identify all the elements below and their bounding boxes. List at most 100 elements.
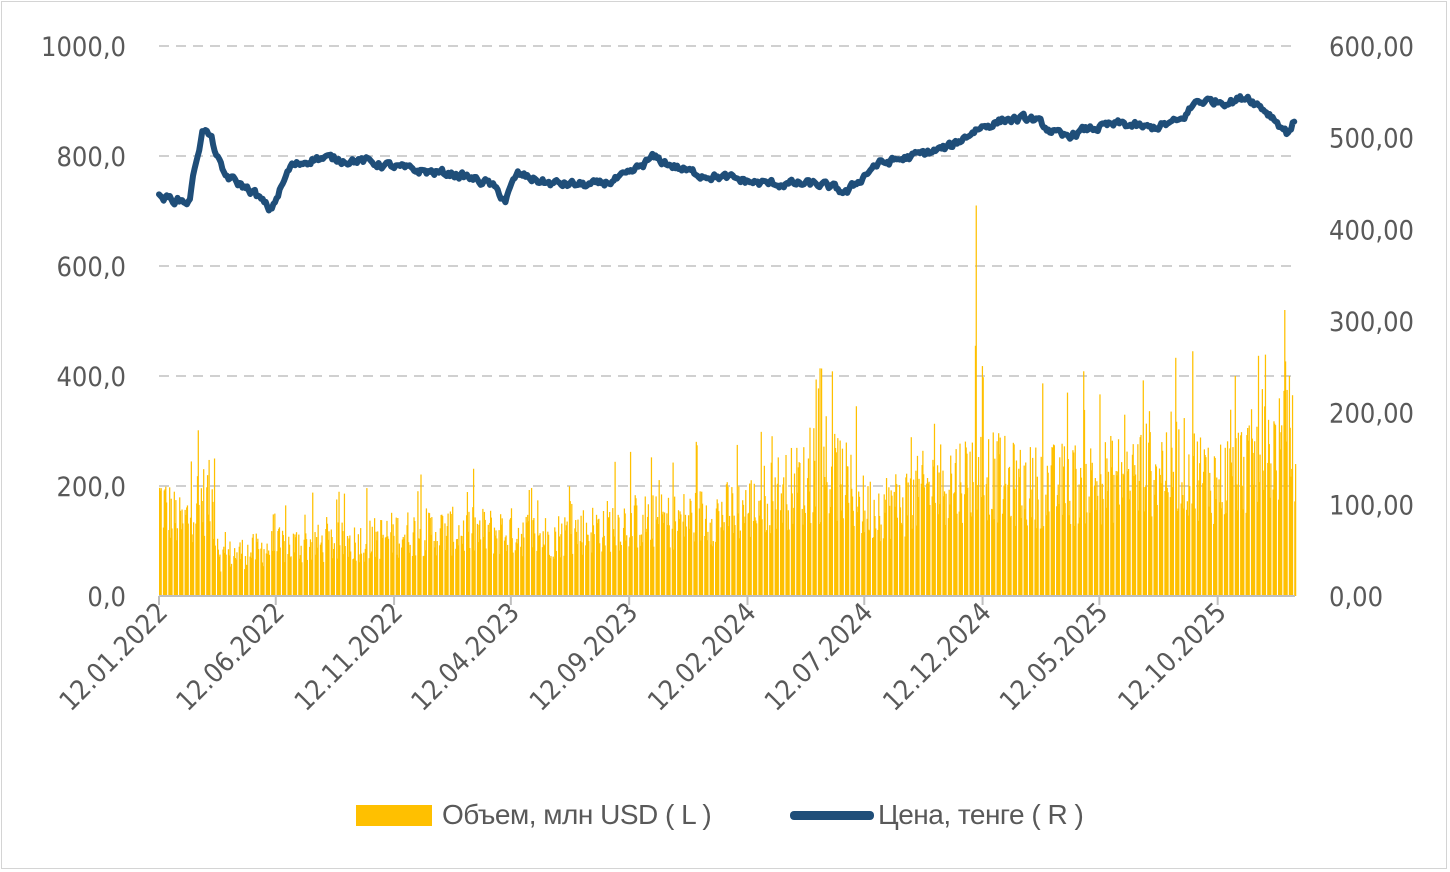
volume-bar	[575, 531, 578, 596]
volume-bar	[485, 548, 487, 596]
volume-bar	[889, 505, 891, 596]
volume-bar	[366, 488, 368, 596]
volume-bar	[1288, 376, 1291, 596]
volume-bar	[987, 520, 989, 596]
volume-bar	[631, 536, 633, 596]
volume-bar	[1095, 510, 1097, 596]
volume-bar	[728, 515, 731, 596]
volume-bar	[899, 485, 901, 596]
volume-bar	[761, 519, 763, 596]
price-line	[156, 93, 1298, 214]
volume-bar	[1034, 519, 1036, 596]
volume-bar	[1192, 455, 1195, 596]
volume-bar	[619, 541, 622, 596]
volume-bar	[1091, 462, 1093, 596]
volume-bar	[596, 523, 598, 596]
volume-bar	[1264, 406, 1266, 596]
volume-bar	[333, 543, 336, 596]
volume-bar	[233, 556, 235, 596]
volume-bar	[722, 530, 724, 596]
volume-bar	[1177, 508, 1179, 596]
volume-bar	[1080, 467, 1082, 596]
volume-bar	[265, 553, 267, 596]
volume-bar	[889, 538, 892, 596]
volume-bar	[333, 548, 335, 596]
volume-bar	[425, 508, 428, 596]
volume-bar	[653, 546, 655, 596]
volume-bar	[1121, 497, 1124, 596]
volume-bar	[386, 520, 388, 596]
volume-bar	[240, 559, 242, 596]
volume-bar	[476, 523, 479, 596]
volume-bar	[1192, 351, 1194, 596]
volume-bar	[766, 503, 769, 596]
volume-bar	[1018, 477, 1021, 596]
volume-bar	[1248, 425, 1250, 596]
volume-bar	[721, 514, 724, 596]
volume-bar	[207, 514, 209, 596]
volume-bar	[991, 509, 994, 596]
volume-bar	[404, 534, 406, 596]
volume-bar	[365, 543, 367, 596]
volume-bar	[797, 467, 800, 596]
volume-bar	[820, 522, 822, 596]
volume-bar	[482, 508, 484, 596]
volume-bar	[944, 524, 946, 596]
volume-bar	[564, 530, 567, 596]
volume-bar	[213, 538, 215, 596]
volume-bar	[803, 447, 805, 596]
volume-bar	[617, 514, 619, 596]
volume-bar	[1275, 470, 1277, 596]
volume-bar	[1252, 452, 1254, 596]
volume-bar	[916, 525, 918, 596]
volume-bar	[769, 525, 771, 596]
volume-bar	[981, 497, 983, 596]
volume-bar	[1045, 515, 1048, 596]
volume-bar	[479, 520, 481, 596]
volume-bar	[745, 490, 747, 596]
volume-bar	[1080, 477, 1083, 596]
volume-bar	[449, 511, 452, 596]
volume-bar	[493, 527, 496, 596]
volume-bar	[1226, 441, 1229, 596]
volume-bar	[292, 533, 295, 596]
volume-bar	[587, 534, 589, 596]
volume-bar	[1207, 447, 1209, 596]
volume-bar	[315, 554, 317, 596]
volume-bar	[1090, 470, 1093, 596]
volume-bar	[953, 493, 955, 596]
volume-bar	[1235, 438, 1237, 596]
volume-bar	[647, 504, 649, 596]
volume-bar	[911, 528, 913, 596]
volume-bar	[855, 406, 858, 596]
volume-bar	[326, 517, 328, 596]
volume-bar	[1106, 458, 1108, 596]
volume-bar	[878, 515, 881, 596]
volume-bar	[744, 516, 746, 596]
volume-bar	[1056, 506, 1058, 596]
volume-bar	[1284, 361, 1287, 596]
volume-bar	[554, 531, 557, 596]
volume-bar	[1126, 451, 1128, 596]
volume-bar	[198, 504, 200, 596]
volume-bar	[411, 555, 414, 596]
volume-bar	[202, 522, 204, 596]
x-tick-label: 12.04.2023	[406, 597, 526, 717]
volume-bar	[732, 493, 734, 596]
volume-bar	[636, 547, 639, 596]
volume-bar	[666, 513, 668, 596]
volume-bar	[1124, 414, 1126, 596]
volume-bar	[1214, 457, 1216, 596]
volume-bar	[1196, 441, 1199, 596]
volume-bar	[190, 461, 192, 596]
volume-bar	[786, 504, 788, 596]
volume-bar	[787, 510, 789, 596]
volume-bar	[1002, 499, 1004, 596]
volume-bar	[1172, 471, 1175, 596]
volume-bar	[1097, 495, 1099, 596]
volume-bar	[928, 481, 930, 596]
volume-bar	[1167, 492, 1169, 596]
volume-bar	[738, 486, 740, 596]
volume-bar	[575, 520, 577, 596]
volume-bar	[1243, 456, 1245, 596]
